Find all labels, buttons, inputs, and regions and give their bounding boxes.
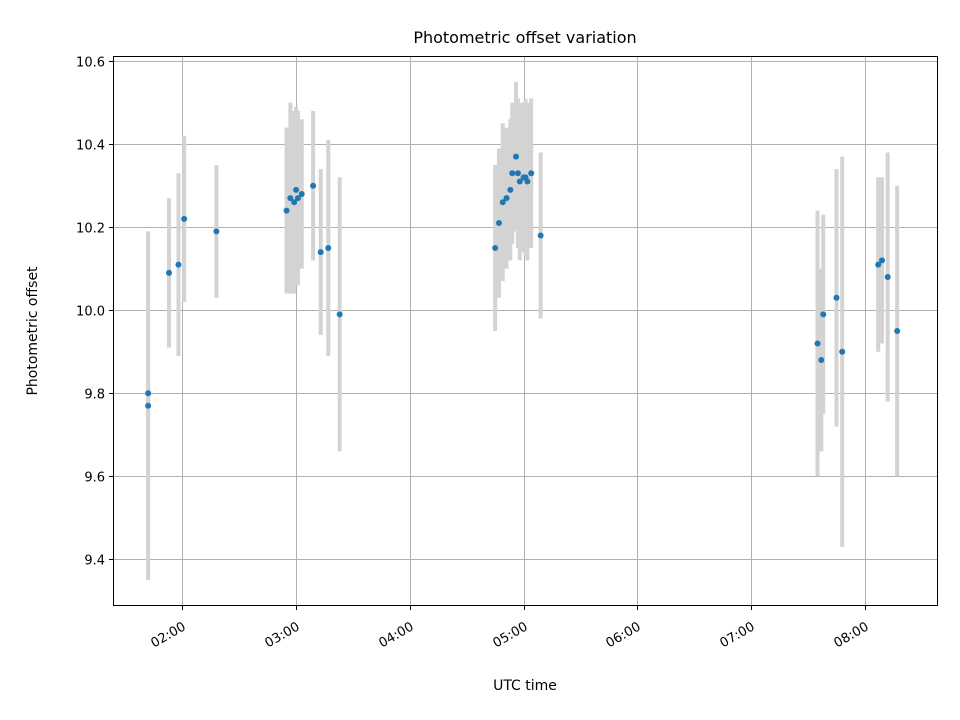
y-tick-label: 9.8 [84, 388, 105, 403]
grid-lines [114, 57, 937, 605]
data-point [514, 170, 521, 177]
data-point [516, 178, 523, 185]
data-point [507, 186, 514, 193]
data-point [894, 328, 901, 334]
data-point [839, 348, 846, 355]
y-tick-label: 10.2 [76, 222, 105, 237]
plot-frame [113, 56, 938, 606]
data-point [317, 249, 324, 256]
data-point [291, 199, 298, 206]
data-point [509, 170, 516, 177]
data-point [165, 269, 172, 276]
data-point [213, 228, 220, 235]
data-point [513, 153, 520, 160]
x-axis-label: UTC time [493, 678, 557, 694]
data-point [884, 274, 891, 281]
data-point [492, 244, 499, 251]
data-point [528, 170, 535, 177]
data-point [820, 311, 827, 318]
data-point [175, 261, 182, 268]
y-tick-label: 9.6 [84, 471, 105, 486]
y-tick-label: 10.4 [76, 139, 105, 154]
data-point [524, 178, 531, 185]
data-point [293, 186, 300, 193]
y-tick-label: 10.6 [76, 56, 105, 71]
data-point [181, 215, 188, 222]
data-point [336, 311, 343, 318]
y-tick-label: 10.0 [76, 305, 105, 320]
data-point [499, 199, 506, 206]
data-point [814, 340, 821, 347]
chart-title: Photometric offset variation [413, 28, 636, 47]
data-point [818, 357, 825, 364]
y-tick-label: 9.4 [84, 554, 105, 569]
data-point [283, 207, 290, 214]
data-point [833, 294, 840, 301]
data-point [879, 257, 886, 264]
y-axis-label: Photometric offset [25, 266, 41, 396]
data-point [298, 191, 305, 197]
data-point [287, 195, 294, 202]
data-point [145, 402, 152, 409]
data-points [145, 153, 901, 409]
data-point [294, 195, 301, 202]
data-point [495, 220, 502, 227]
data-point [310, 182, 317, 189]
data-point [145, 390, 152, 397]
data-point [325, 244, 332, 251]
data-point [503, 195, 510, 202]
y-axis-ticks: 9.4 9.6 9.8 10.0 10.2 10.4 10.6 [76, 56, 114, 569]
data-point [875, 261, 882, 268]
data-point [537, 232, 544, 239]
